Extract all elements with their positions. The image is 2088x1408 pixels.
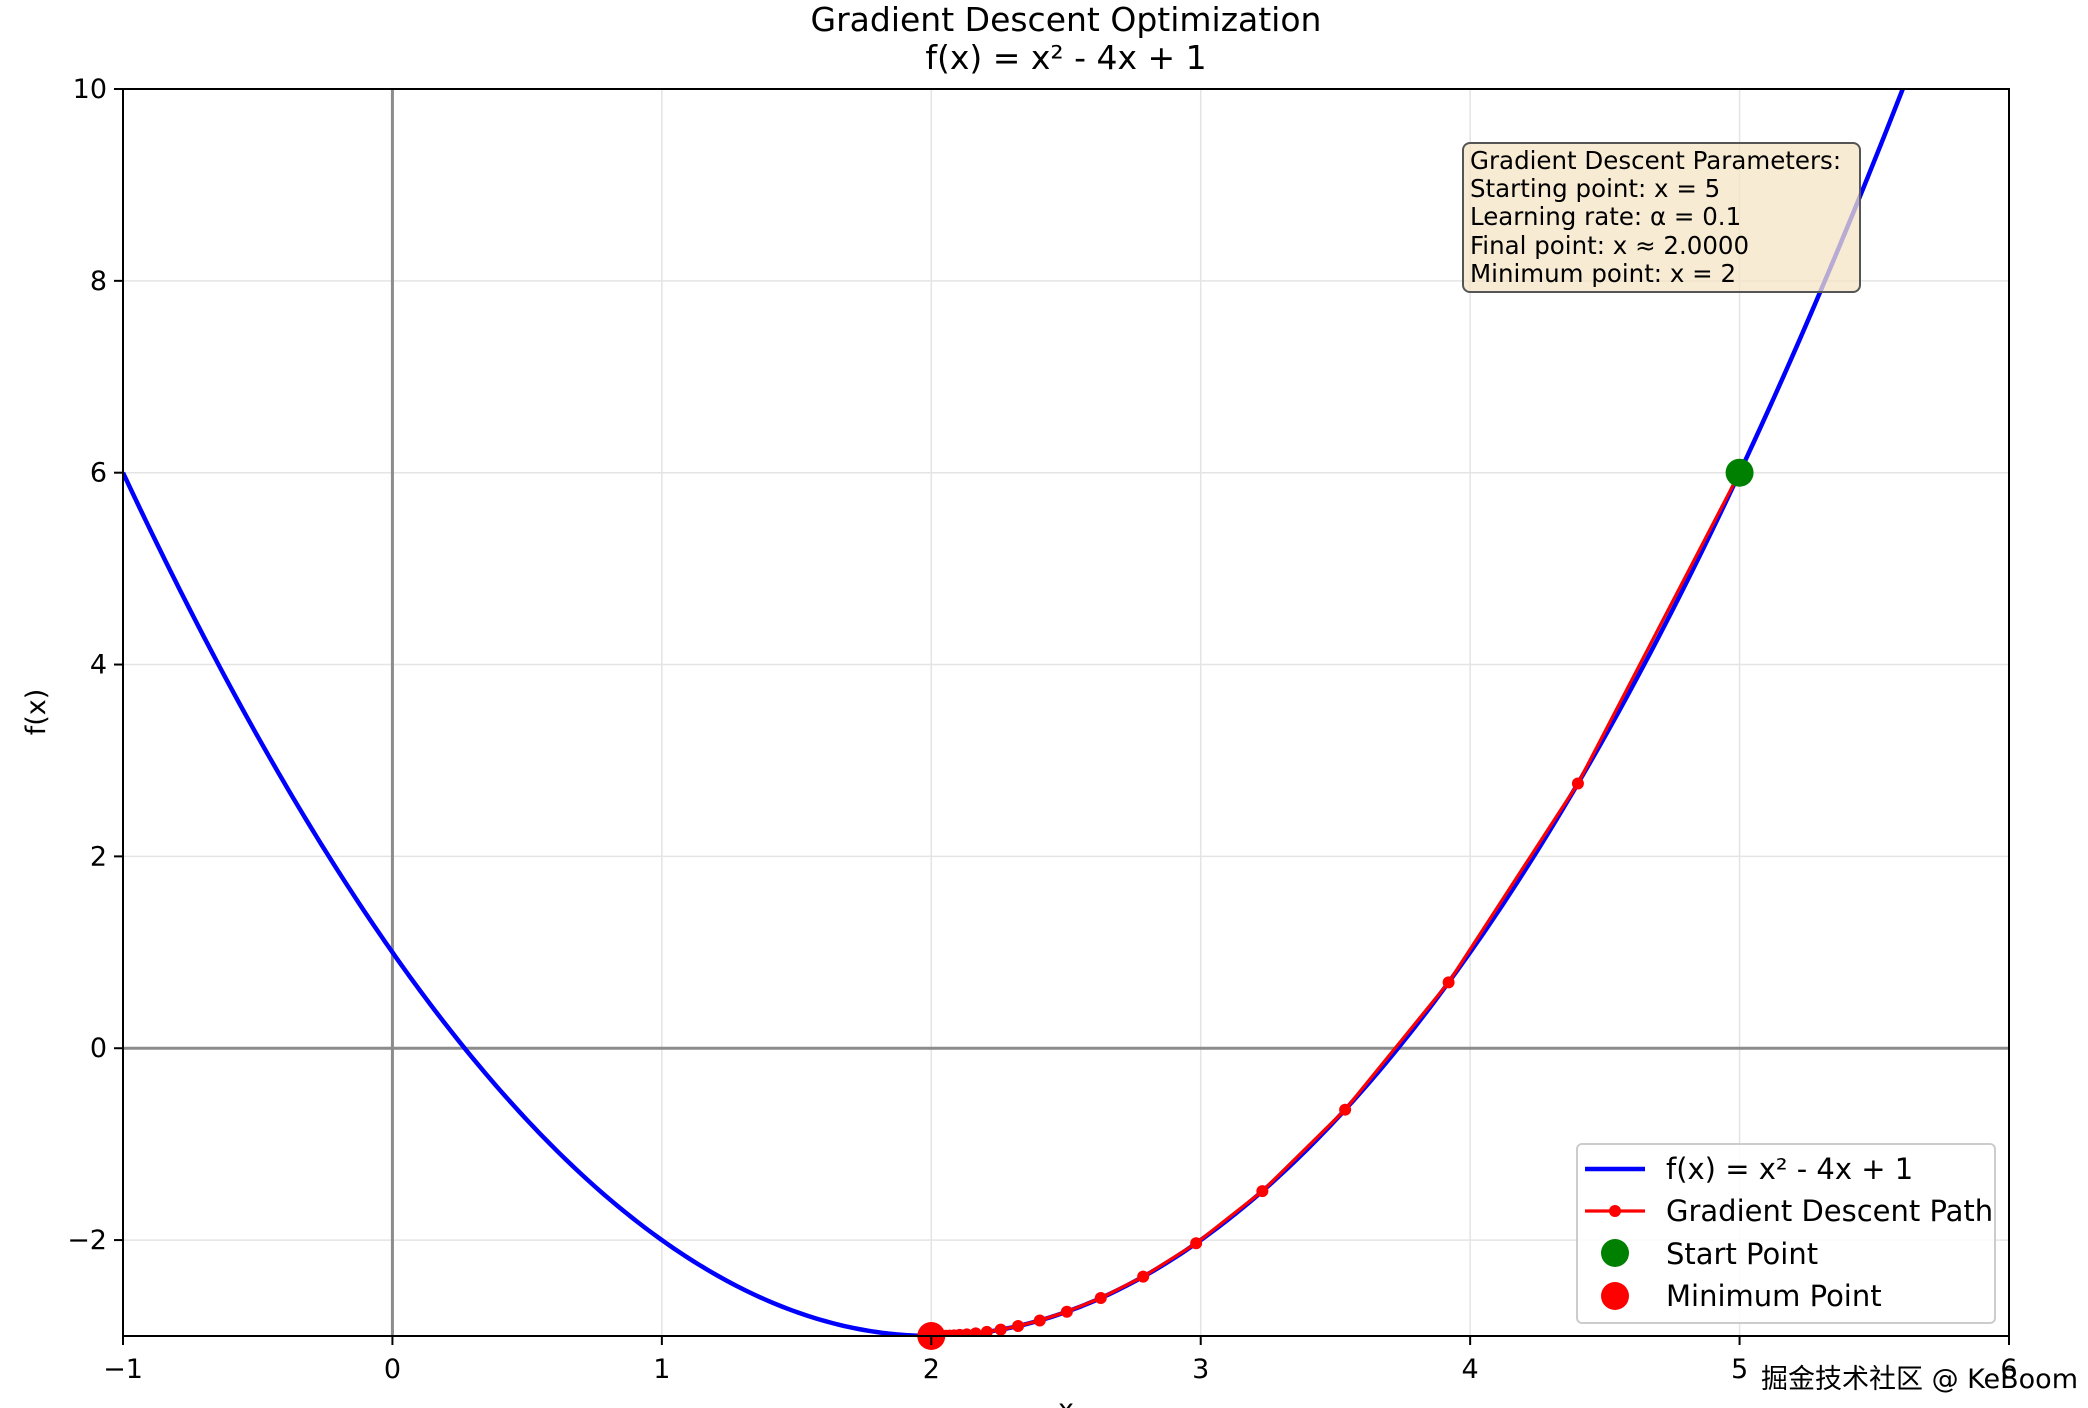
x-tick-label-0: −1 [103, 1354, 143, 1385]
parameters-final: Final point: x ≈ 2.0000 [1470, 231, 1749, 260]
y-tick-label-0: −2 [67, 1225, 107, 1256]
path-marker-1 [1571, 777, 1584, 790]
path-marker-7 [1094, 1292, 1107, 1305]
path-marker-12 [980, 1325, 993, 1336]
plot-area [123, 89, 2009, 1336]
y-tick-label-3: 4 [90, 650, 107, 681]
plot-frame [122, 88, 2010, 1337]
chart-subtitle: f(x) = x² - 4x + 1 [925, 38, 1206, 77]
legend-start-marker [1601, 1239, 1629, 1267]
path-marker-2 [1442, 976, 1455, 989]
legend-curve-label: f(x) = x² - 4x + 1 [1666, 1152, 1913, 1186]
path-marker-5 [1190, 1237, 1203, 1250]
x-tick-label-4: 3 [1192, 1354, 1209, 1385]
x-tick-label-5: 4 [1462, 1354, 1479, 1385]
watermark: 掘金技术社区 @ KeBoom [1761, 1364, 2078, 1395]
x-tick-label-2: 1 [653, 1354, 670, 1385]
y-tick-label-4: 6 [90, 458, 107, 489]
x-tick-label-7: 6 [2000, 1354, 2017, 1385]
parameters-box: Gradient Descent Parameters: Starting po… [1462, 142, 1861, 293]
parameters-box-bg [1462, 142, 1861, 293]
path-marker-11 [994, 1323, 1007, 1336]
x-tick-label-1: 0 [384, 1354, 401, 1385]
start-point [1725, 458, 1754, 487]
parameters-minimum: Minimum point: x = 2 [1470, 259, 1736, 288]
axis-ticks: −1 0 1 2 3 4 5 6 −2 0 2 4 6 8 10 [67, 74, 2017, 1385]
path-marker-9 [1033, 1314, 1046, 1327]
y-axis-label: f(x) [21, 689, 52, 736]
legend-path-marker [1609, 1205, 1621, 1217]
legend-frame [1576, 1143, 1996, 1324]
x-tick-label-6: 5 [1731, 1354, 1748, 1385]
path-marker-4 [1256, 1185, 1269, 1198]
x-axis-label: x [1058, 1394, 1074, 1408]
legend-path-label: Gradient Descent Path [1666, 1194, 1993, 1228]
path-marker-8 [1060, 1305, 1073, 1318]
legend-minimum-label: Minimum Point [1666, 1279, 1882, 1313]
path-marker-3 [1339, 1103, 1352, 1116]
y-tick-label-2: 2 [90, 841, 107, 872]
parameters-learning-rate: Learning rate: α = 0.1 [1470, 202, 1741, 231]
y-tick-label-1: 0 [90, 1033, 107, 1064]
y-tick-label-6: 10 [73, 74, 107, 105]
chart-title: Gradient Descent Optimization [811, 0, 1322, 39]
reference-lines [123, 89, 2009, 1336]
parameters-heading: Gradient Descent Parameters: [1470, 146, 1841, 175]
legend-start-label: Start Point [1666, 1237, 1818, 1271]
y-tick-label-5: 8 [90, 266, 107, 297]
path-marker-10 [1012, 1320, 1025, 1333]
parameters-start: Starting point: x = 5 [1470, 174, 1720, 203]
legend: f(x) = x² - 4x + 1 Gradient Descent Path… [1576, 1143, 1996, 1324]
legend-minimum-marker [1601, 1282, 1629, 1310]
path-marker-6 [1137, 1270, 1150, 1283]
x-tick-label-3: 2 [923, 1354, 940, 1385]
